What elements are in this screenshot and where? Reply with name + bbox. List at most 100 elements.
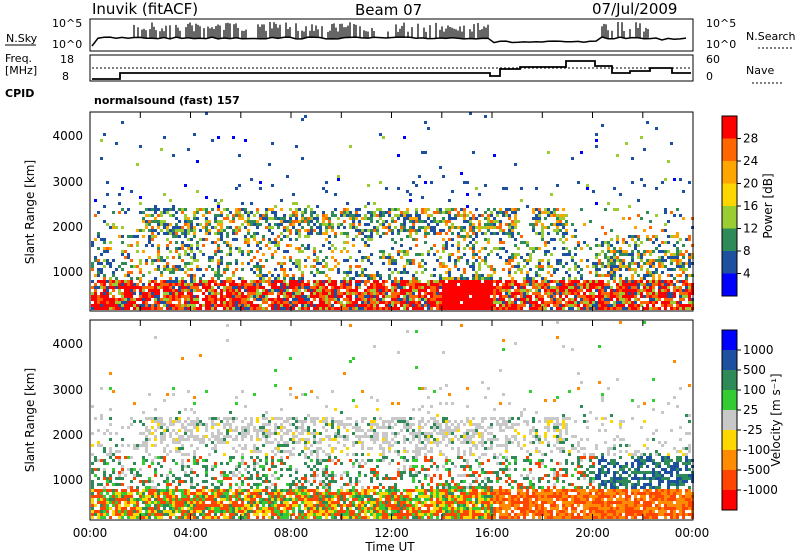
range-cell [103, 501, 106, 504]
range-cell [232, 238, 235, 241]
range-cell [328, 280, 331, 283]
range-cell [271, 286, 274, 289]
range-cell [145, 298, 148, 301]
range-cell [250, 304, 253, 307]
range-cell [208, 516, 211, 519]
range-cell [115, 492, 118, 495]
range-cell [424, 220, 427, 223]
range-cell [469, 247, 472, 250]
range-cell [508, 229, 511, 232]
range-cell [547, 280, 550, 283]
range-cell [103, 477, 106, 480]
range-cell [271, 456, 274, 459]
range-cell [490, 211, 493, 214]
range-cell [478, 301, 481, 304]
range-cell [616, 235, 619, 238]
range-cell [166, 498, 169, 501]
range-cell [241, 390, 244, 393]
range-cell [94, 292, 97, 295]
range-cell [205, 486, 208, 489]
range-cell [640, 136, 643, 139]
range-cell [340, 232, 343, 235]
range-cell [133, 447, 136, 450]
range-cell [259, 274, 262, 277]
range-cell [229, 301, 232, 304]
range-cell [472, 247, 475, 250]
range-cell [349, 271, 352, 274]
range-cell [226, 516, 229, 519]
range-cell [139, 295, 142, 298]
range-cell [325, 238, 328, 241]
range-cell [688, 259, 691, 262]
range-cell [181, 286, 184, 289]
range-cell [256, 223, 259, 226]
range-cell [661, 265, 664, 268]
range-cell [127, 456, 130, 459]
range-cell [109, 474, 112, 477]
range-cell [214, 253, 217, 256]
range-cell [103, 133, 106, 136]
range-cell [247, 307, 250, 310]
range-cell [343, 292, 346, 295]
range-cell [577, 292, 580, 295]
range-cell [616, 286, 619, 289]
range-cell [487, 301, 490, 304]
range-cell [370, 304, 373, 307]
range-cell [634, 304, 637, 307]
range-cell [427, 217, 430, 220]
range-cell [292, 262, 295, 265]
range-cell [316, 268, 319, 271]
range-cell [190, 286, 193, 289]
range-cell [595, 262, 598, 265]
range-cell [466, 235, 469, 238]
range-cell [265, 220, 268, 223]
range-cell [421, 289, 424, 292]
range-cell [100, 483, 103, 486]
range-cell [115, 450, 118, 453]
range-cell [220, 504, 223, 507]
range-cell [460, 172, 463, 175]
range-cell [658, 244, 661, 247]
range-cell [112, 498, 115, 501]
range-cell [154, 286, 157, 289]
range-cell [271, 504, 274, 507]
range-cell [217, 435, 220, 438]
range-cell [235, 489, 238, 492]
range-cell [604, 274, 607, 277]
range-cell [406, 214, 409, 217]
range-cell [277, 247, 280, 250]
range-cell [394, 298, 397, 301]
range-cell [103, 516, 106, 519]
range-cell [355, 271, 358, 274]
range-cell [484, 223, 487, 226]
range-cell [298, 220, 301, 223]
range-cell [241, 292, 244, 295]
range-cell [121, 516, 124, 519]
range-cell [304, 307, 307, 310]
range-cell [334, 298, 337, 301]
range-cell [160, 256, 163, 259]
range-cell [229, 513, 232, 516]
range-cell [472, 304, 475, 307]
range-cell [274, 504, 277, 507]
range-cell [166, 483, 169, 486]
range-cell [658, 259, 661, 262]
range-cell [640, 292, 643, 295]
range-cell [238, 250, 241, 253]
range-cell [535, 280, 538, 283]
range-cell [448, 229, 451, 232]
range-cell [301, 283, 304, 286]
range-cell [349, 277, 352, 280]
range-cell [529, 253, 532, 256]
range-cell [136, 235, 139, 238]
range-cell [427, 208, 430, 211]
range-cell [172, 393, 175, 396]
range-cell [106, 259, 109, 262]
range-cell [172, 495, 175, 498]
range-cell [610, 238, 613, 241]
range-cell [115, 498, 118, 501]
range-cell [586, 265, 589, 268]
range-cell [163, 429, 166, 432]
range-cell [142, 423, 145, 426]
range-cell [193, 423, 196, 426]
